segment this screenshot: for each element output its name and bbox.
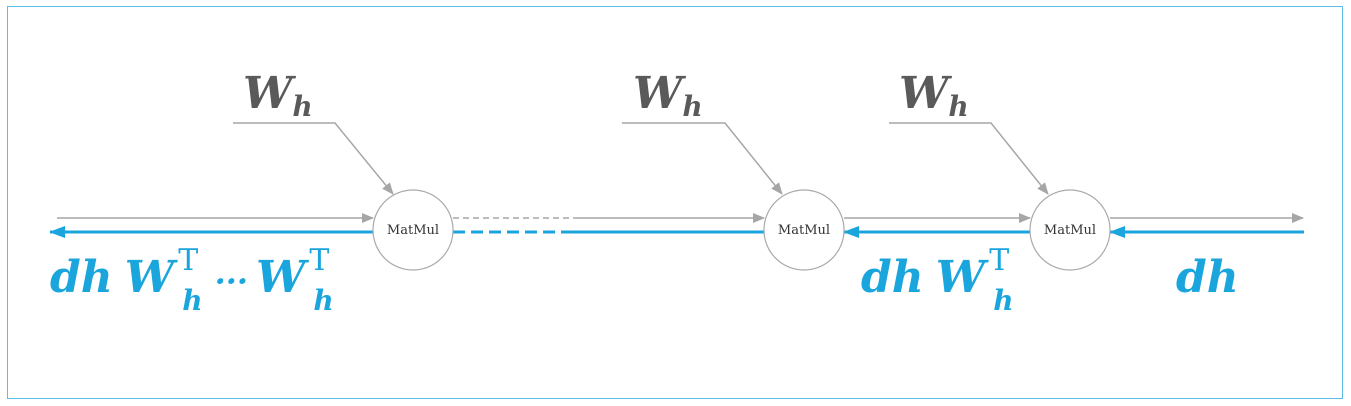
weight-label-1-sub: h [292, 90, 312, 123]
weight-label-2-main: W [633, 68, 687, 119]
weight-label-2-sub: h [682, 90, 702, 123]
weight-label-3: Wh [899, 68, 969, 123]
weight-label-1-main: W [243, 68, 297, 119]
gradient-output-main2: W [256, 252, 310, 303]
gradient-output-sup2: T [309, 243, 329, 278]
matmul-node-1-label: MatMul [387, 223, 439, 238]
gradient-output-sub2: h [313, 284, 333, 317]
gradient-output-dots: ··· [215, 262, 248, 300]
matmul-node-1: MatMul [372, 189, 454, 271]
gradient-middle-sub: h [993, 284, 1013, 317]
weight-label-2: Wh [633, 68, 703, 123]
matmul-node-2-label: MatMul [778, 223, 830, 238]
weight-connector-2 [622, 122, 783, 195]
gradient-label-middle: dh W T h [861, 243, 1014, 317]
diagram-frame [7, 6, 1343, 399]
matmul-node-3: MatMul [1029, 189, 1111, 271]
weight-connector-1 [233, 122, 394, 195]
gradient-input-text: dh [1176, 252, 1239, 303]
weight-label-3-main: W [899, 68, 953, 119]
gradient-output-sub1: h [182, 284, 202, 317]
weight-connector-3 [889, 122, 1049, 195]
weight-label-3-sub: h [948, 90, 968, 123]
gradient-middle-main: W [936, 252, 990, 303]
gradient-middle-sup: T [989, 243, 1009, 278]
gradient-label-output: dh W T h ··· W T h [50, 243, 334, 317]
gradient-output-sup1: T [178, 243, 198, 278]
gradient-output-main1: W [125, 252, 179, 303]
weight-label-1: Wh [243, 68, 313, 123]
gradient-output-prefix: dh [50, 252, 113, 303]
gradient-label-input: dh [1176, 252, 1239, 303]
gradient-middle-prefix: dh [861, 252, 924, 303]
matmul-node-2: MatMul [763, 189, 845, 271]
matmul-node-3-label: MatMul [1044, 223, 1096, 238]
